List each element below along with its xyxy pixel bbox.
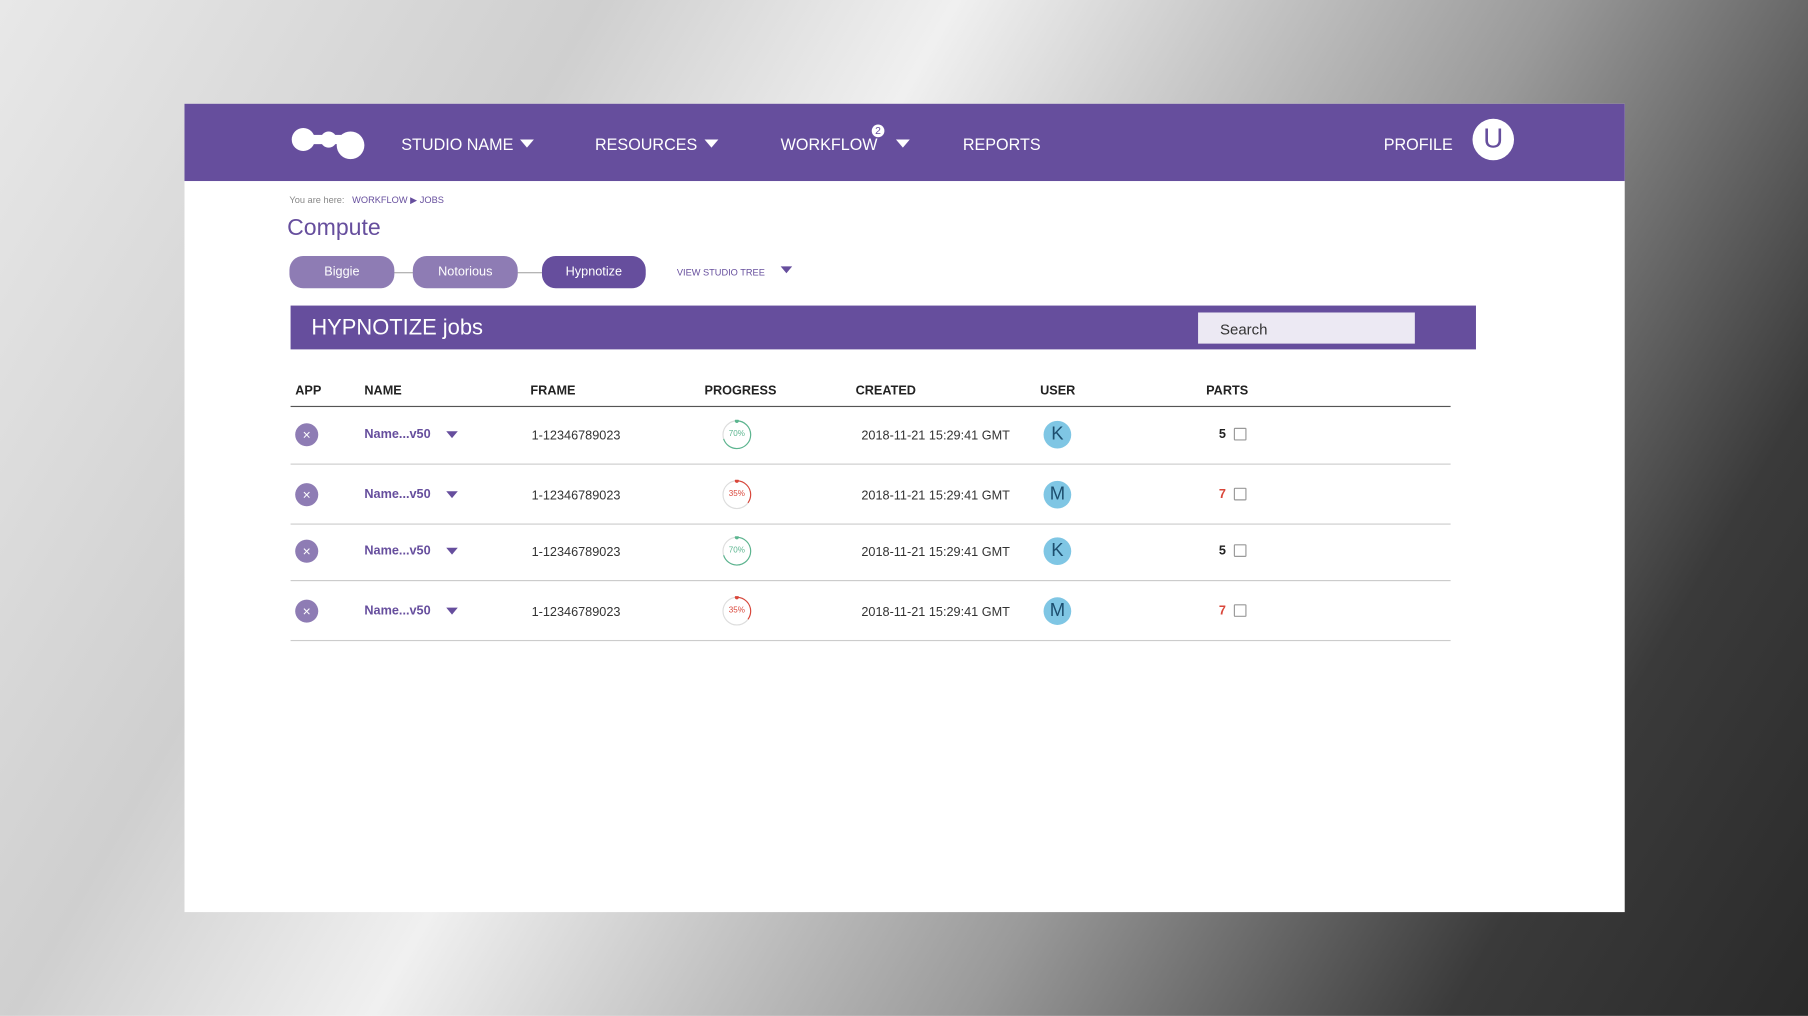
progress-label: 70% — [728, 430, 745, 439]
studio-tree-label: VIEW STUDIO TREE — [676, 267, 765, 278]
jobs-bar: HYPNOTIZE jobs Search — [290, 305, 1476, 350]
progress-label: 35% — [728, 490, 745, 499]
tab[interactable]: Notorious — [412, 255, 518, 289]
nav-reports[interactable]: REPORTS — [962, 134, 1041, 154]
tab[interactable]: Biggie — [289, 255, 395, 289]
jobs-title: HYPNOTIZE jobs — [311, 315, 484, 341]
progress-ring — [722, 595, 752, 626]
parts: 7 — [1218, 487, 1226, 502]
dropdown[interactable] — [446, 607, 458, 615]
row-line — [290, 639, 1451, 642]
progress-label: 35% — [728, 606, 745, 615]
user-avatar: K — [1043, 420, 1072, 449]
open-link[interactable] — [1233, 604, 1247, 617]
nav-profile[interactable]: PROFILE — [1383, 134, 1453, 154]
open-link[interactable] — [1233, 487, 1247, 501]
header-line — [290, 405, 1451, 408]
search-box[interactable]: Search — [1198, 312, 1415, 344]
frame: 1-12346789023 — [531, 605, 621, 620]
tab-active[interactable]: Hypnotize — [541, 255, 646, 289]
nav-label: RESOURCES — [594, 134, 698, 154]
dropdown[interactable] — [446, 431, 458, 439]
avatar[interactable]: U — [1472, 118, 1515, 161]
parts: 5 — [1218, 544, 1226, 559]
badge: 2 — [871, 124, 885, 138]
column-header: FRAME — [530, 383, 576, 398]
nav-workflow[interactable]: WORKFLOW — [781, 135, 910, 153]
job-name[interactable]: Name...v50 — [364, 544, 431, 559]
app-icon[interactable]: × — [295, 423, 319, 447]
job-name[interactable]: Name...v50 — [364, 487, 431, 502]
progress-ring — [722, 535, 752, 566]
progress-label: 70% — [728, 546, 745, 555]
nav-bar: STUDIO NAME RESOURCES WORKFLOW 2 REPORTS… — [184, 103, 1625, 182]
created: 2018-11-21 15:29:41 GMT — [861, 605, 1010, 620]
created: 2018-11-21 15:29:41 GMT — [861, 545, 1010, 560]
column-header: PROGRESS — [704, 383, 777, 398]
column-header: USER — [1040, 383, 1076, 398]
studio-tree[interactable]: VIEW STUDIO TREE — [677, 266, 793, 278]
column-header: APP — [295, 383, 322, 398]
logo[interactable] — [291, 125, 372, 162]
frame: 1-12346789023 — [531, 488, 621, 503]
dropdown[interactable] — [446, 491, 458, 499]
nav-resources[interactable]: RESOURCES — [594, 134, 719, 154]
breadcrumb-prefix: You are here: — [289, 194, 345, 206]
breadcrumb: You are here: WORKFLOW ▶ JOBS — [289, 194, 444, 206]
page-title: Compute — [287, 215, 381, 241]
app-icon[interactable]: × — [295, 599, 319, 623]
job-name[interactable]: Name...v50 — [364, 604, 431, 619]
parts: 7 — [1218, 604, 1226, 619]
parts: 5 — [1218, 427, 1226, 442]
created: 2018-11-21 15:29:41 GMT — [861, 488, 1010, 503]
breadcrumb-link[interactable]: JOBS — [419, 194, 444, 206]
column-header: CREATED — [855, 383, 916, 398]
job-name[interactable]: Name...v50 — [364, 427, 431, 442]
app-window: STUDIO NAME RESOURCES WORKFLOW 2 REPORTS… — [184, 103, 1625, 913]
progress-ring — [722, 478, 752, 510]
created: 2018-11-21 15:29:41 GMT — [861, 428, 1010, 443]
user-avatar: K — [1043, 537, 1072, 566]
nav-label: STUDIO NAME — [401, 134, 514, 154]
nav-label: WORKFLOW — [780, 134, 878, 154]
app-icon[interactable]: × — [295, 483, 319, 507]
row-line — [290, 580, 1451, 582]
app-icon[interactable]: × — [295, 539, 319, 563]
column-header: PARTS — [1206, 383, 1249, 398]
user-avatar: M — [1043, 480, 1072, 509]
frame: 1-12346789023 — [531, 428, 621, 443]
open-link[interactable] — [1233, 544, 1247, 557]
row-line — [290, 523, 1451, 525]
column-header: NAME — [364, 383, 402, 398]
dropdown[interactable] — [446, 547, 458, 555]
open-link[interactable] — [1233, 427, 1247, 441]
progress-ring — [722, 418, 752, 450]
row-line — [290, 463, 1451, 465]
breadcrumb-link[interactable]: WORKFLOW — [352, 194, 408, 206]
frame: 1-12346789023 — [531, 545, 621, 560]
nav-studio[interactable]: STUDIO NAME — [401, 134, 535, 154]
user-avatar: M — [1043, 597, 1072, 625]
